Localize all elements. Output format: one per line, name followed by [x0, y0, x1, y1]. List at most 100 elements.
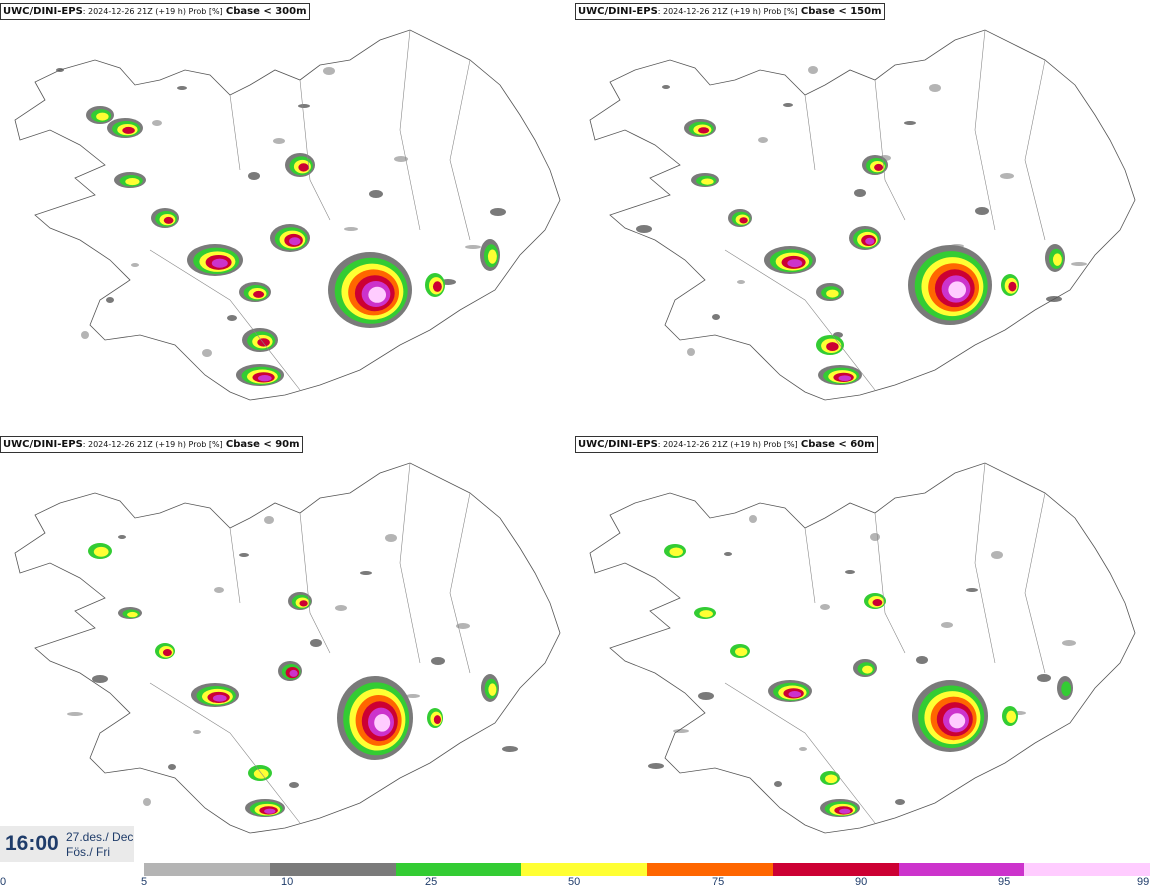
map-panel-cbase-60: UWC/DINI-EPS: 2024-12-26 21Z (+19 h) Pro… [575, 433, 1150, 863]
low-prob-patch [737, 280, 745, 284]
iceland-coastline [589, 462, 1136, 834]
probability-contour [788, 691, 802, 698]
low-prob-patch [991, 551, 1003, 559]
map-panel-cbase-90: UWC/DINI-EPS: 2024-12-26 21Z (+19 h) Pro… [0, 433, 575, 863]
probability-contour [487, 249, 497, 264]
low-prob-patch [143, 798, 151, 806]
low-prob-patch [648, 763, 664, 769]
probability-contour [368, 286, 387, 303]
legend-segment [647, 863, 773, 876]
region-boundary [874, 79, 906, 221]
valid-date: 27.des./ Dec [66, 830, 134, 844]
low-prob-patch [662, 85, 670, 89]
region-boundary [1024, 492, 1046, 674]
valid-time-box: 16:00 27.des./ Dec Fös./ Fri [0, 826, 134, 862]
probability-contour [125, 178, 140, 186]
low-prob-patch [854, 189, 866, 197]
low-prob-patch [335, 605, 347, 611]
low-prob-patch [168, 764, 176, 770]
probability-contour [122, 126, 135, 134]
probability-contour [289, 237, 301, 246]
low-prob-patch [799, 747, 807, 751]
low-prob-patch [92, 675, 108, 683]
probability-contour [872, 599, 883, 607]
iceland-map [589, 29, 1136, 401]
low-prob-patch [895, 799, 905, 805]
legend-segment [521, 863, 647, 876]
region-boundary [399, 462, 421, 664]
low-prob-patch [106, 297, 114, 303]
low-prob-patch [698, 692, 714, 700]
low-prob-patch [1037, 674, 1051, 682]
low-prob-patch [1000, 173, 1014, 179]
legend-tick: 75 [712, 876, 725, 888]
valid-weekday: Fös./ Fri [66, 845, 110, 859]
legend-segment [1024, 863, 1150, 876]
probability-contour [739, 217, 748, 224]
iceland-coastline [14, 462, 561, 834]
probability-contour [787, 259, 803, 268]
probability-contour [163, 216, 174, 224]
region-boundary [804, 94, 816, 171]
probability-contour [865, 237, 875, 245]
legend-tick: 5 [141, 876, 148, 888]
map-content [14, 462, 561, 834]
low-prob-patch [966, 588, 978, 592]
low-prob-patch [431, 657, 445, 665]
region-boundary [449, 59, 471, 241]
color-legend [144, 863, 1150, 876]
map-content [589, 29, 1136, 401]
probability-contour [433, 715, 441, 725]
legend-segment [144, 863, 270, 876]
low-prob-patch [916, 656, 928, 664]
region-boundary [974, 462, 996, 664]
map-panel-cbase-150: UWC/DINI-EPS: 2024-12-26 21Z (+19 h) Pro… [575, 0, 1150, 430]
low-prob-patch [712, 314, 720, 320]
low-prob-patch [820, 604, 830, 610]
low-prob-patch [131, 263, 139, 267]
legend-segment [269, 863, 396, 876]
panel-title: UWC/DINI-EPS: 2024-12-26 21Z (+19 h) Pro… [575, 436, 878, 453]
region-boundary [724, 249, 876, 391]
probability-contour [874, 163, 884, 171]
low-prob-patch [406, 694, 420, 698]
low-prob-patch [394, 156, 408, 162]
probability-contour [488, 683, 497, 696]
legend-tick: 10 [281, 876, 294, 888]
probability-contour [1008, 281, 1017, 292]
probability-contour [212, 694, 227, 702]
legend-segment [898, 863, 1025, 876]
low-prob-patch [385, 534, 397, 542]
probability-contour [257, 375, 272, 382]
probability-contour [826, 342, 839, 352]
probability-contour [701, 178, 714, 185]
probability-contour [838, 375, 852, 382]
low-prob-patch [465, 245, 481, 249]
low-prob-patch [118, 535, 126, 539]
legend-tick: 25 [425, 876, 438, 888]
low-prob-patch [975, 207, 989, 215]
probability-contour [825, 774, 838, 784]
low-prob-patch [724, 552, 732, 556]
probability-contour [1006, 710, 1017, 723]
legend-tick: 0 [0, 876, 7, 888]
probability-contour [374, 713, 391, 732]
low-prob-patch [67, 712, 83, 716]
map-content [14, 29, 561, 401]
probability-contour [948, 281, 967, 299]
region-boundary [1024, 59, 1046, 241]
low-prob-patch [310, 639, 322, 647]
legend-tick: 95 [998, 876, 1011, 888]
probability-contour [289, 669, 298, 677]
low-prob-patch [783, 103, 793, 107]
low-prob-patch [1071, 262, 1087, 266]
low-prob-patch [687, 348, 695, 356]
low-prob-patch [344, 227, 358, 231]
low-prob-patch [845, 570, 855, 574]
region-boundary [149, 682, 301, 824]
low-prob-patch [202, 349, 212, 357]
region-boundary [299, 512, 331, 654]
region-boundary [974, 29, 996, 231]
probability-contour [1061, 681, 1072, 697]
low-prob-patch [808, 66, 818, 74]
